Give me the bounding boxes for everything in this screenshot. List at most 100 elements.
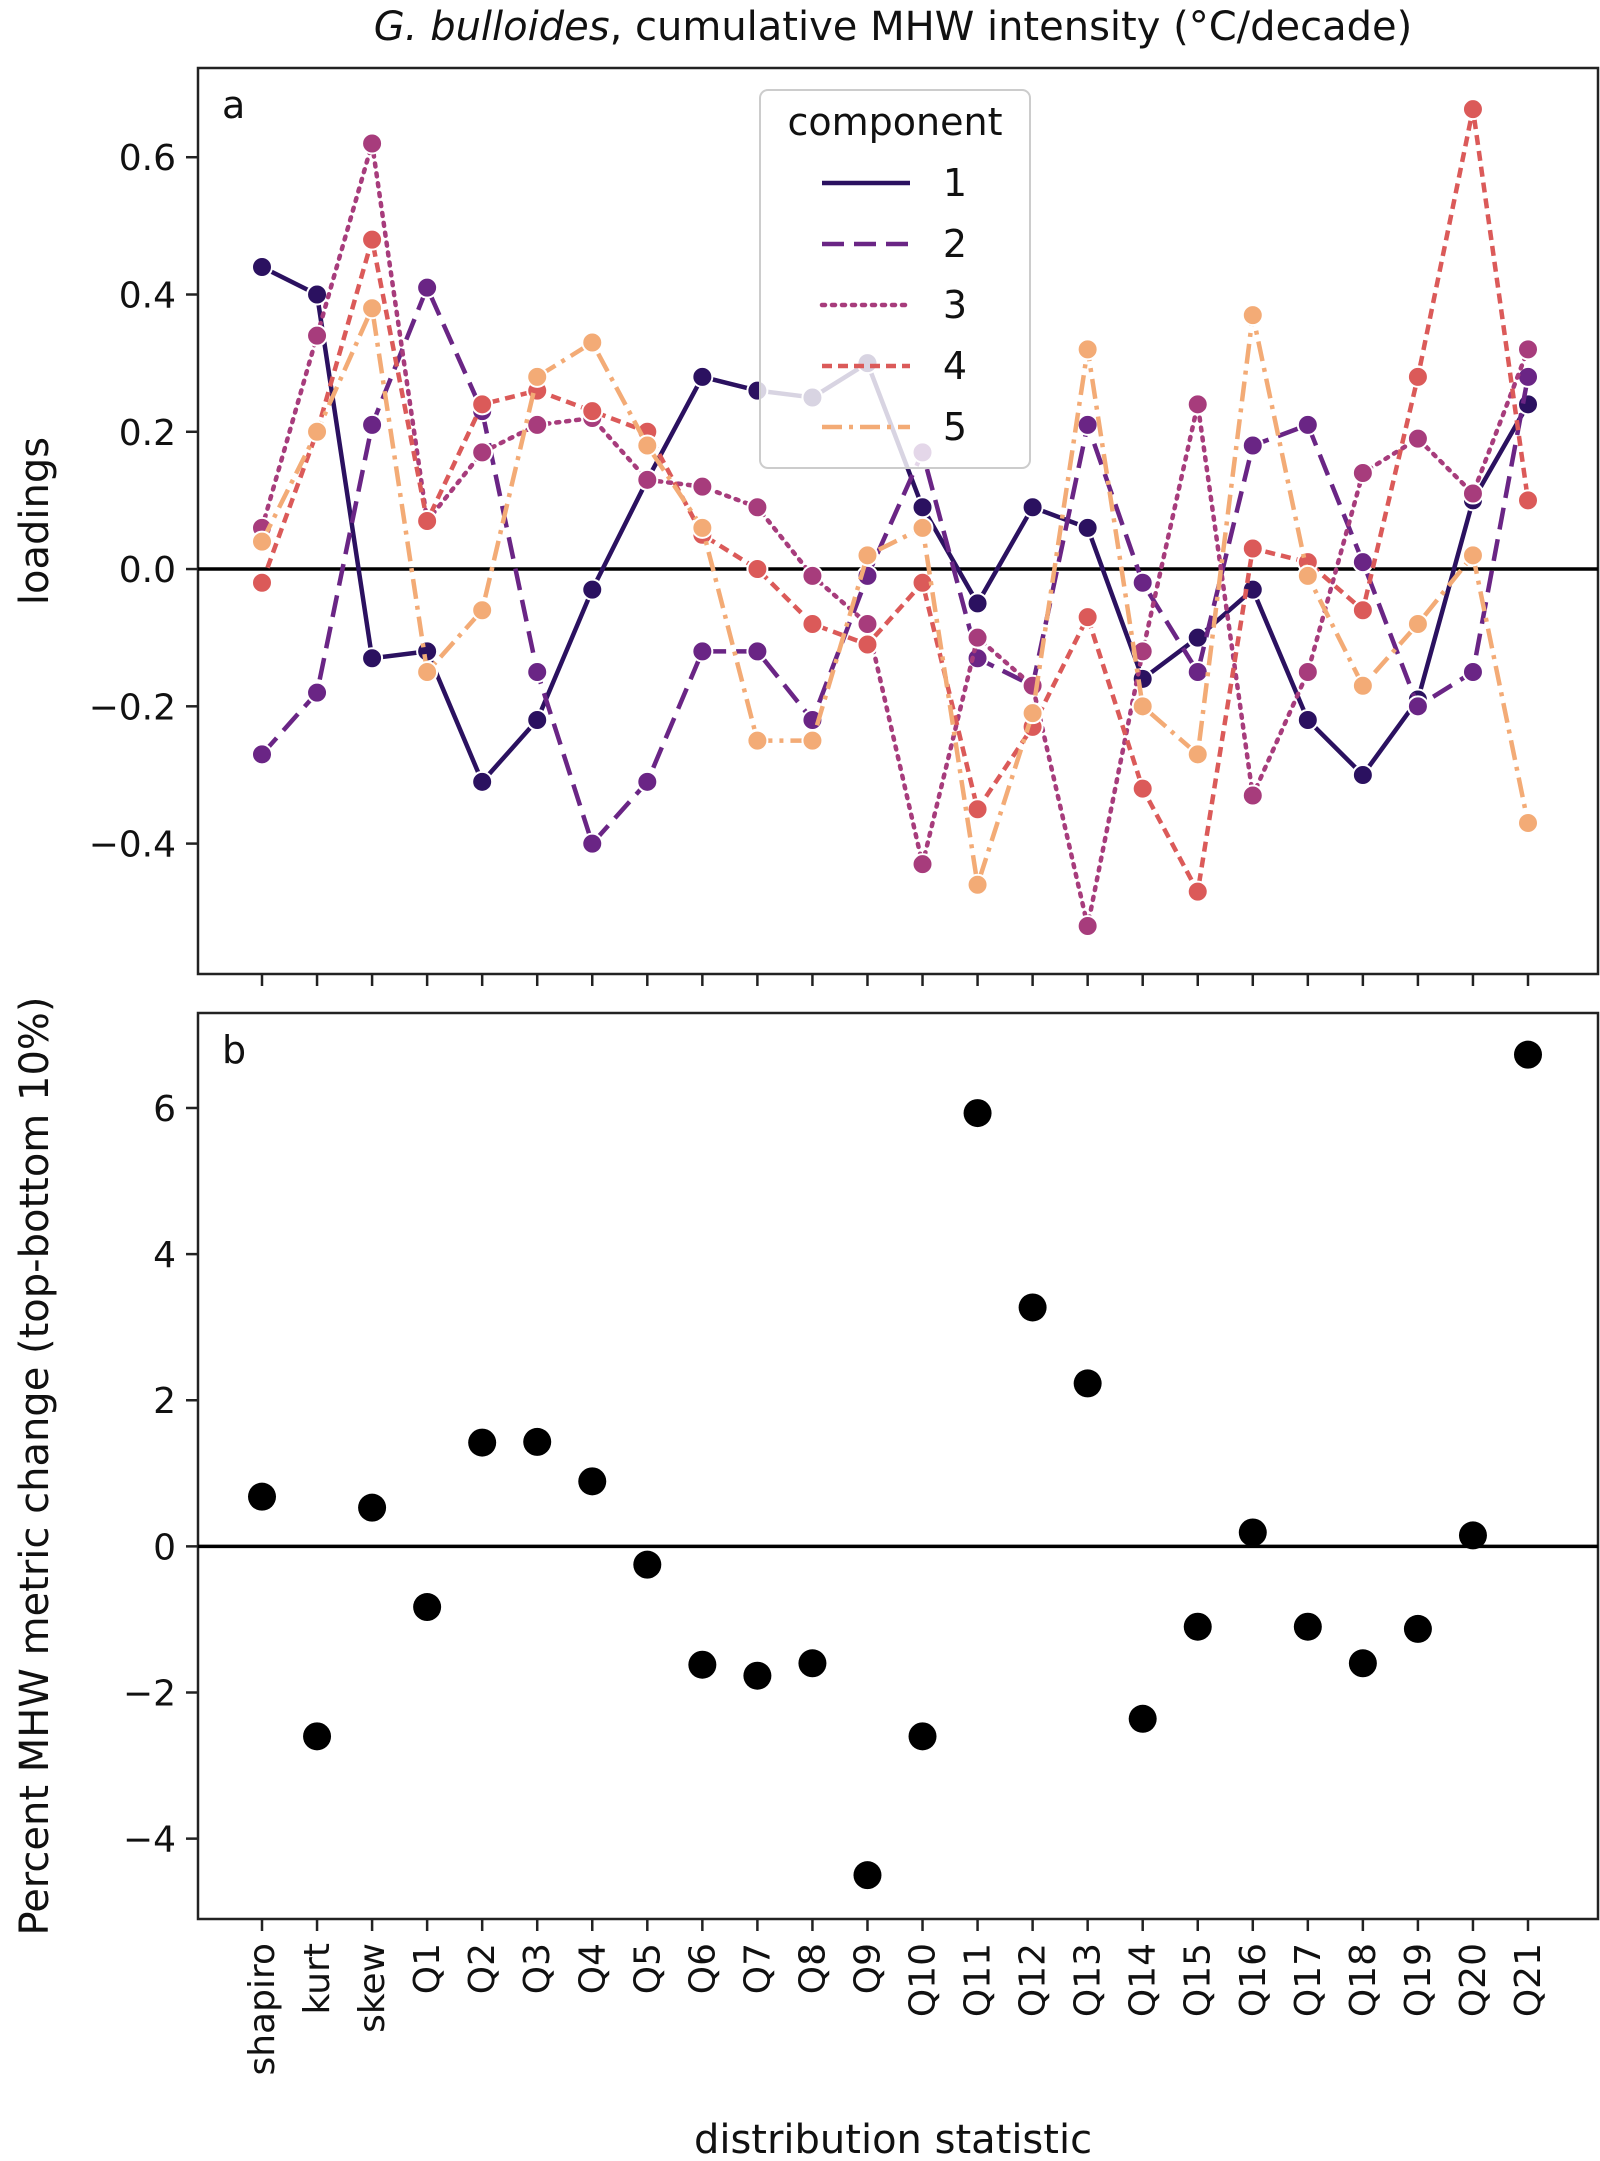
x-tick-label: Q4 [572,1943,613,1994]
panel-b-point [1403,1614,1432,1643]
series-4-point [1406,365,1429,388]
series-1-point [691,365,714,388]
series-4-point [581,400,604,423]
series-5-point [526,365,549,388]
series-3-point [856,612,879,635]
panel-b-point [413,1593,442,1622]
panel-b-y-axis: −4 −2 0 2 4 6 [123,1089,198,1861]
panel-a-ytick-label: 0.0 [119,550,176,591]
legend-label-3: 3 [943,283,967,327]
series-2-point [1461,661,1484,683]
x-tick-label: Q2 [462,1943,503,1994]
series-3-point [1076,914,1099,937]
x-tick-label: Q7 [737,1943,778,1994]
panel-b-ytick-label: 0 [153,1527,176,1568]
x-tick-label: skew [352,1943,393,2033]
series-3-point [1186,393,1209,416]
series-2-point [1186,661,1209,683]
series-5-point [416,661,439,683]
series-1-point [471,770,494,793]
panel-a-frame [196,66,1600,976]
x-tick-label: Q8 [792,1943,833,1994]
panel-a-ytick-label: 0.4 [119,276,176,317]
series-3-point [1461,482,1484,505]
chart-title: G. bulloides, cumulative MHW intensity (… [374,4,1412,50]
panel-b-point [468,1428,497,1457]
panel-b-point [963,1099,992,1128]
series-3-point [1517,338,1539,361]
legend-items: 1 2 3 4 5 [819,161,967,449]
legend: component 1 2 3 4 5 [759,89,1031,469]
series-3-point [801,564,824,587]
series-5-point [636,434,659,457]
series-5-point [856,544,879,567]
series-1-point [1186,626,1209,649]
series-5-point [1517,812,1539,834]
x-tick-label: Q11 [958,1943,999,2017]
series-2-point [746,640,769,663]
series-4-point [1186,880,1209,903]
series-2-point [1131,571,1154,594]
panel-b-point [1183,1612,1212,1641]
series-1-point [1517,393,1539,416]
series-3-point [1351,461,1374,484]
panel-b-point [523,1427,552,1456]
panel-b-ytick-label: −4 [123,1820,176,1861]
series-5-point [746,729,769,752]
panel-b-point [248,1482,276,1511]
panel-b-point [798,1649,827,1678]
x-tick-label: Q16 [1233,1943,1274,2017]
series-4-point [471,393,494,416]
series-3-point [691,475,714,498]
series-2-point [1351,551,1374,574]
series-2-point [1241,434,1264,457]
chart-title-species: G. bulloides [374,4,610,50]
x-tick-label: Q14 [1123,1943,1164,2017]
x-tick-label: shapiro [242,1943,283,2076]
panel-a-letter: a [222,83,245,127]
series-4-point [801,612,824,635]
series-2-line [260,285,1531,846]
x-tick-label: Q15 [1178,1943,1219,2017]
series-3-line [259,141,1531,929]
panel-b-point [303,1722,332,1751]
panel-b-point [1293,1612,1322,1641]
panel-b-point [633,1550,662,1579]
panel-b: b Percent MHW metric change (top-bottom … [12,996,1600,2076]
legend-title: component [788,100,1003,144]
panel-b-x-axis: shapiro kurt skew Q1 Q2 Q3 Q4 Q5 Q6 Q7 Q8 Q9 Q10 Q11 Q… [242,1919,1549,2076]
panel-a-x-ticks [260,974,1530,986]
panel-b-point [1073,1369,1102,1398]
series-5-point [1076,338,1099,361]
series-4-point [1076,606,1099,629]
x-tick-label: Q10 [903,1943,944,2017]
series-1-point [526,709,549,732]
series-5-point [911,516,934,539]
series-4-point [966,798,989,821]
series-2-point [361,413,384,436]
series-3-point [1296,661,1319,683]
series-3-point [306,324,329,347]
series-2-point [416,276,439,299]
series-5-point [1186,743,1209,766]
panel-a-ytick-label: 0.6 [119,138,176,179]
series-5-point [1406,612,1429,635]
x-tick-label: Q3 [517,1943,558,1994]
series-3-point [746,496,769,519]
x-tick-label: Q13 [1068,1943,1109,2017]
panel-b-points [248,1040,1542,1890]
series-4-point [251,571,273,594]
series-5-point [306,420,329,443]
series-5-point [1241,304,1264,327]
series-3-point [471,441,494,464]
series-2-point [1406,695,1429,718]
panel-b-point [358,1493,387,1522]
panel-b-point [1018,1293,1047,1322]
series-1-point [1241,578,1264,601]
x-tick-label: Q18 [1343,1943,1384,2017]
series-4-point [746,558,769,581]
panel-b-point [688,1650,717,1679]
series-4-point [1131,777,1154,800]
panel-a-series [251,98,1539,937]
series-2-point [581,832,604,855]
